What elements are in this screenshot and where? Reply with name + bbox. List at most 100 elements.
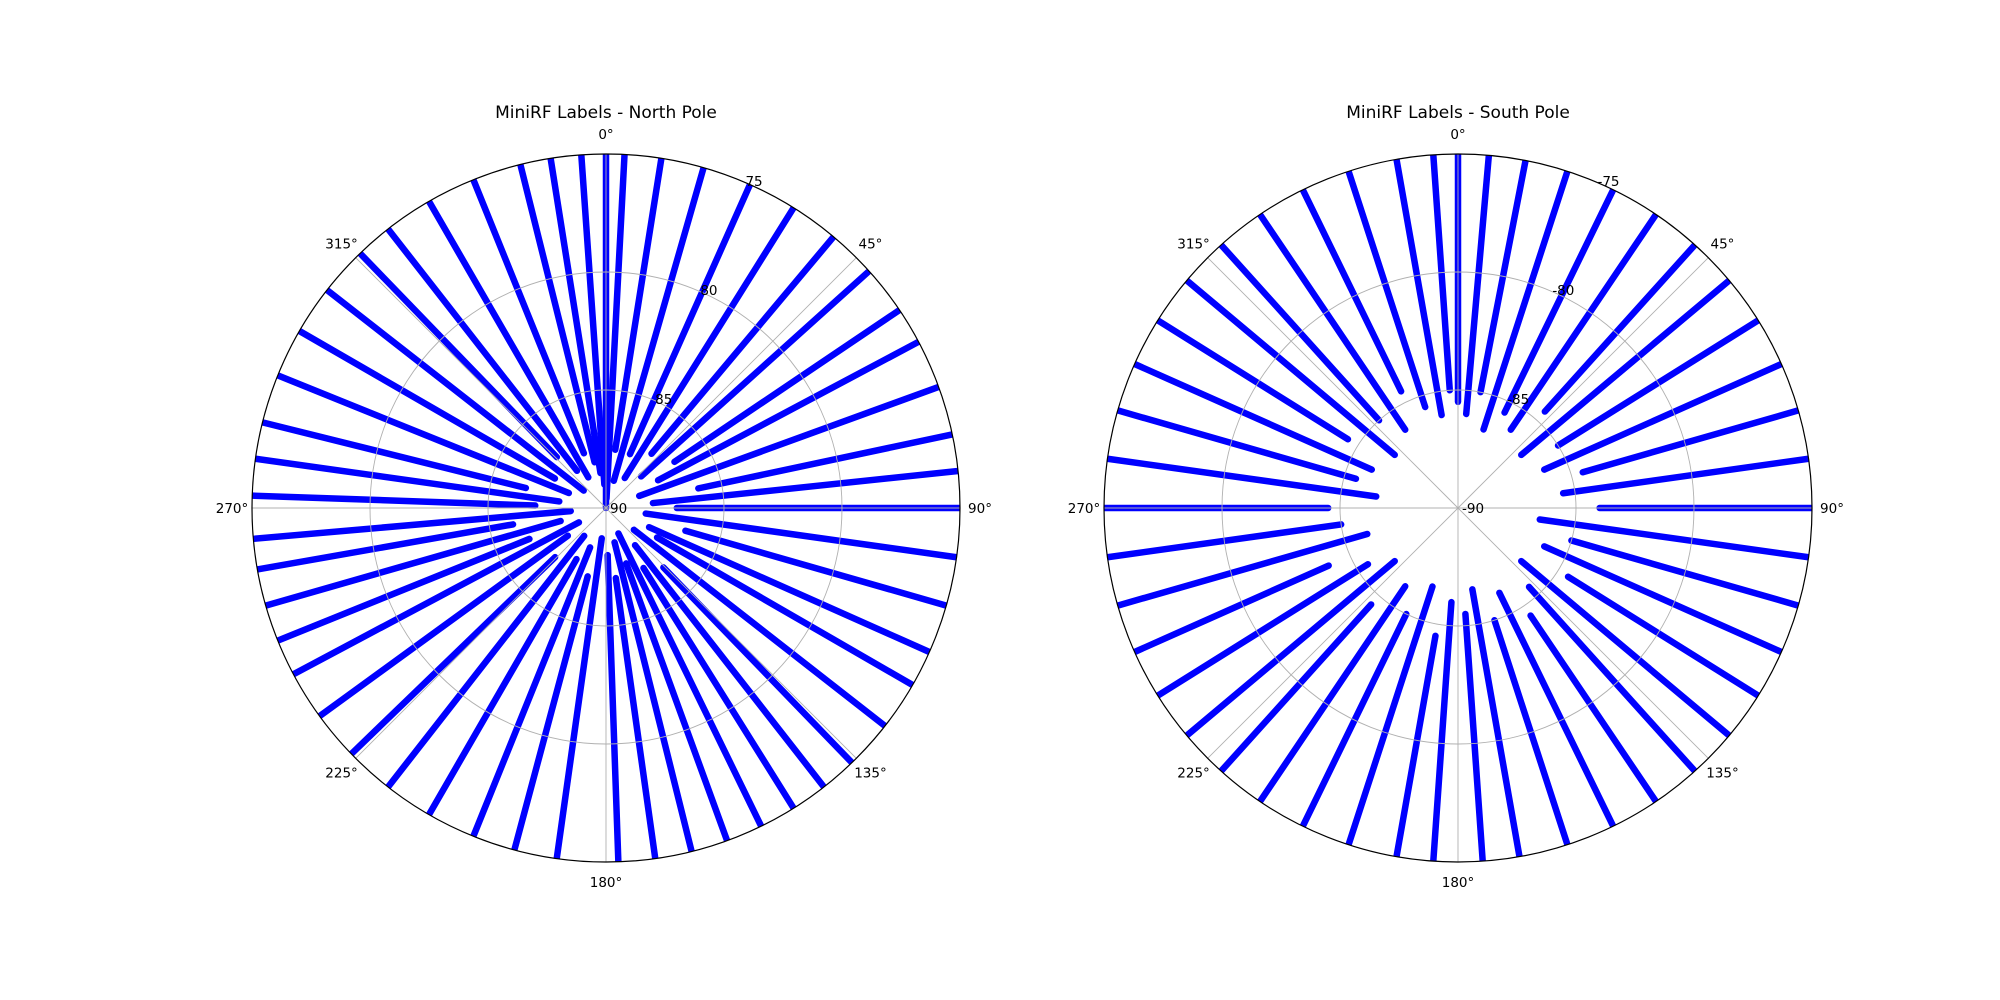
label-track <box>611 539 695 855</box>
label-track <box>603 154 628 502</box>
label-track <box>578 154 608 488</box>
label-track <box>611 155 665 453</box>
label-track <box>1183 557 1398 739</box>
angular-tick-label: 135° <box>1706 765 1739 781</box>
label-track <box>630 526 889 730</box>
label-track <box>1501 186 1617 416</box>
radial-tick-label: -85 <box>1507 392 1529 408</box>
label-track <box>1299 186 1405 395</box>
label-track <box>631 541 828 791</box>
label-track <box>384 225 581 475</box>
label-track <box>622 560 731 844</box>
label-track <box>290 519 583 678</box>
label-track <box>470 176 588 457</box>
label-track <box>1469 586 1523 860</box>
radial-tick-label: -80 <box>1552 283 1574 299</box>
label-track <box>1507 211 1660 433</box>
label-track <box>1579 407 1802 476</box>
track-group <box>252 154 960 862</box>
north-pole-polar-plot: 0° 45° 90° 135° 180° 225° 270° 315° 90 85 80 75 Mini… <box>216 103 992 891</box>
label-track <box>1541 241 1699 415</box>
angular-tick-label: 225° <box>325 765 358 781</box>
label-track <box>1217 601 1375 775</box>
label-track <box>642 510 960 561</box>
label-track <box>671 306 903 466</box>
label-track <box>1256 211 1409 433</box>
label-track <box>1480 168 1571 433</box>
label-track <box>695 431 956 492</box>
angular-tick-label: 0° <box>598 127 613 143</box>
radial-tick-label: 75 <box>745 174 762 190</box>
polar-frame <box>251 153 961 863</box>
angular-tick-label: 45° <box>1710 237 1734 253</box>
label-track <box>1104 455 1380 500</box>
south-pole-title: MiniRF Labels - South Pole <box>1346 103 1570 123</box>
label-track <box>1256 583 1409 805</box>
label-track <box>254 521 517 573</box>
label-track <box>252 455 563 505</box>
label-track <box>1183 277 1398 459</box>
angular-gridline <box>1457 257 1709 509</box>
label-track <box>252 492 539 509</box>
label-track <box>649 467 960 507</box>
label-track <box>1131 562 1332 656</box>
label-track <box>274 372 573 497</box>
label-track <box>425 198 592 481</box>
label-track <box>553 535 605 862</box>
label-track <box>296 327 559 482</box>
label-track <box>1393 632 1439 860</box>
angular-tick-label: 315° <box>325 237 358 253</box>
label-track <box>682 527 950 609</box>
track-group <box>1104 154 1812 862</box>
label-track <box>660 564 856 766</box>
label-track <box>1393 156 1445 419</box>
label-track <box>1462 610 1486 862</box>
label-track <box>1540 360 1785 473</box>
label-track <box>1345 168 1429 411</box>
angular-gridline <box>1207 257 1459 509</box>
angular-gridline <box>1457 507 1709 759</box>
radial-tick-label: 80 <box>700 283 717 299</box>
angular-gridline <box>355 507 607 759</box>
radial-tick-label: 90 <box>610 501 627 517</box>
angular-tick-label: 270° <box>216 501 249 517</box>
label-track <box>470 544 594 840</box>
angular-tick-label: 315° <box>1177 237 1210 253</box>
angular-tick-label: 0° <box>1450 127 1465 143</box>
label-track <box>1154 561 1372 699</box>
south-pole-polar-plot: 0° 45° 90° 135° 180° 225° 270° 315° -90 -85 -80 -75… <box>1068 103 1844 891</box>
angular-tick-label: 90° <box>968 501 992 517</box>
angular-tick-label: 45° <box>858 237 882 253</box>
angular-tick-label: 180° <box>590 875 623 891</box>
angular-gridline <box>355 257 607 509</box>
label-track <box>316 532 572 720</box>
label-track <box>1564 573 1762 699</box>
radial-tick-label: -75 <box>1597 174 1619 190</box>
label-track <box>274 535 533 644</box>
label-track <box>615 530 765 830</box>
label-track <box>604 551 622 862</box>
label-track <box>621 204 797 482</box>
label-track <box>1430 598 1455 862</box>
label-track <box>626 181 754 458</box>
polar-frame <box>1103 153 1813 863</box>
label-track <box>1525 583 1699 775</box>
angular-gridline <box>1207 507 1459 759</box>
angular-gridline <box>605 507 857 759</box>
radial-tick-label: -90 <box>1462 501 1484 517</box>
label-track <box>1536 516 1812 561</box>
label-track <box>323 286 587 494</box>
label-track <box>1559 455 1812 497</box>
label-track <box>610 164 707 485</box>
angular-tick-label: 180° <box>1442 875 1475 891</box>
label-track <box>645 523 933 656</box>
angular-gridline <box>605 257 857 509</box>
angular-tick-label: 225° <box>1177 765 1210 781</box>
label-track <box>1462 154 1493 418</box>
radial-tick-label: 85 <box>655 392 672 408</box>
label-track <box>517 161 598 466</box>
label-track <box>636 383 942 500</box>
label-track <box>1518 277 1733 459</box>
north-pole-title: MiniRF Labels - North Pole <box>495 103 717 123</box>
